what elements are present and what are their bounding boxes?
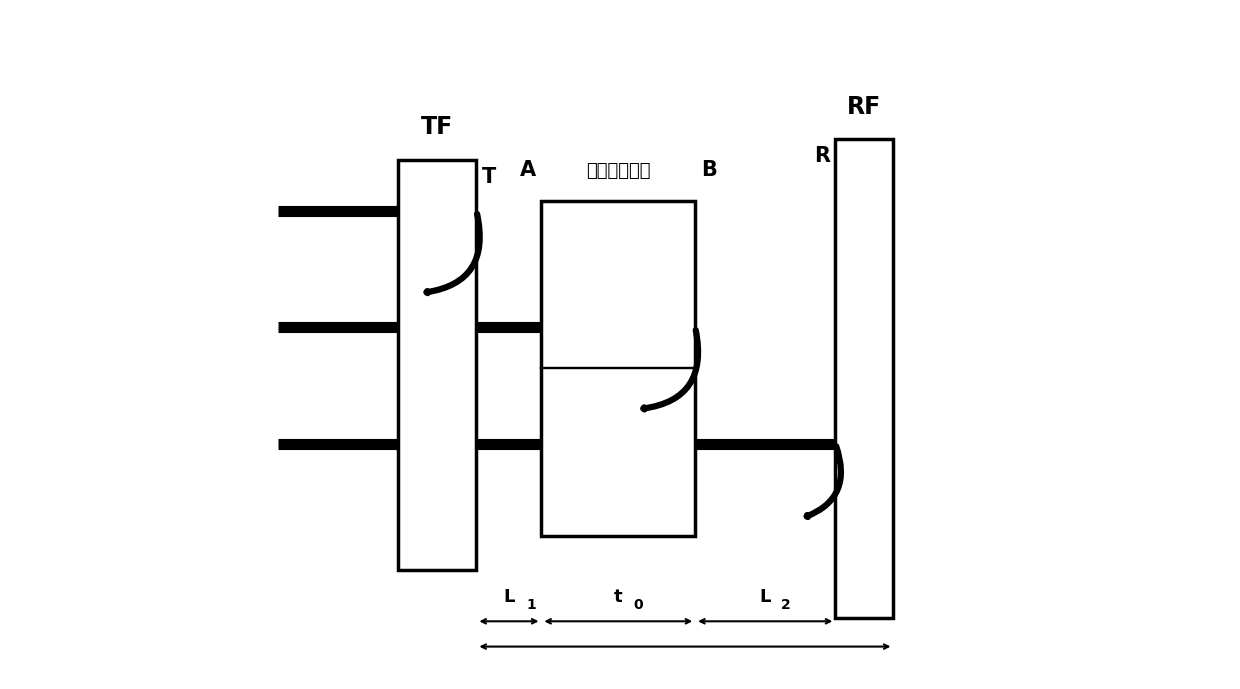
Bar [398,160,476,570]
FancyArrowPatch shape [427,214,480,293]
Text: L: L [503,588,515,606]
Text: 待测平行平板: 待测平行平板 [587,163,651,181]
Text: T: T [482,167,496,187]
FancyArrowPatch shape [807,446,841,517]
FancyArrowPatch shape [644,330,698,409]
Text: TF: TF [422,116,454,139]
Bar [836,139,893,618]
Text: 2: 2 [781,598,791,612]
Text: 1: 1 [526,598,536,612]
Text: 0: 0 [634,598,644,612]
Text: t: t [614,588,622,606]
Text: RF: RF [847,95,882,119]
Text: L: L [760,588,771,606]
Bar [542,201,696,536]
Text: R: R [813,146,830,166]
Text: B: B [701,161,717,181]
Text: A: A [520,161,536,181]
